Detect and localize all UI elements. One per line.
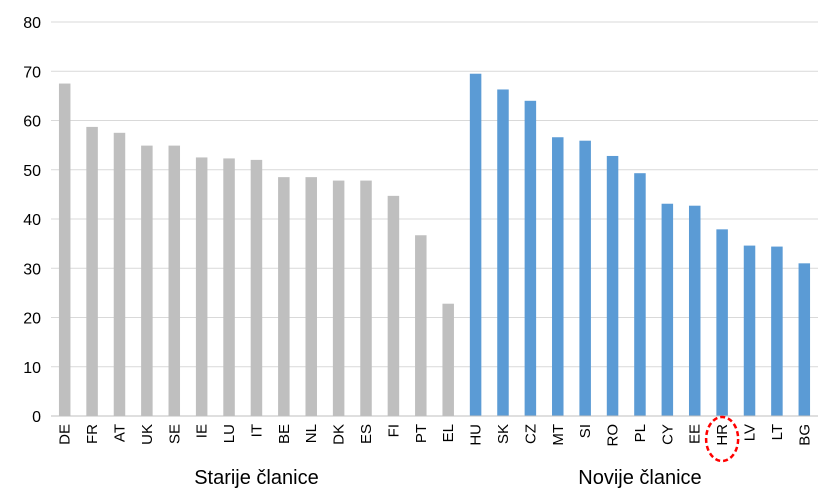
bar-it (250, 159, 263, 416)
bar-si (579, 140, 591, 416)
category-label: FI (385, 424, 402, 437)
category-label: IT (248, 424, 265, 437)
category-label: LV (742, 424, 759, 441)
category-label: IE (194, 424, 211, 438)
category-label: RO (605, 424, 622, 447)
bar-pt (415, 235, 427, 416)
bars (58, 73, 811, 417)
bar-ie (195, 157, 208, 416)
bar-sk (497, 89, 509, 416)
y-tick-label: 0 (32, 409, 41, 426)
bar-se (168, 145, 181, 416)
bar-nl (305, 177, 317, 416)
bar-ee (688, 205, 701, 416)
bar-bg (798, 263, 811, 416)
bar-fr (86, 126, 98, 416)
gridlines (51, 21, 818, 368)
category-label: DK (331, 424, 348, 445)
category-label: LT (769, 424, 786, 440)
category-label: UK (139, 424, 156, 445)
y-tick-label: 70 (23, 64, 41, 81)
group-label: Novije članice (578, 467, 701, 489)
group-labels: Starije članice Novije članice (194, 467, 701, 489)
y-axis-ticks: 0 10 20 30 40 50 60 70 80 (23, 15, 41, 426)
bar-dk (332, 180, 345, 416)
y-tick-label: 80 (23, 15, 41, 32)
group-label: Starije članice (194, 467, 319, 489)
category-label: CY (659, 424, 676, 445)
category-label: FR (84, 424, 101, 444)
bar-uk (141, 145, 153, 416)
category-label: SK (495, 424, 512, 444)
highlight-circle (704, 415, 740, 463)
category-label: DE (57, 424, 74, 445)
category-label: SE (166, 424, 183, 444)
highlight-marker (704, 415, 740, 463)
category-label: HR (714, 424, 731, 446)
bar-hr (716, 229, 728, 416)
bar-el (442, 303, 454, 416)
bar-mt (552, 137, 564, 416)
category-label: BE (276, 424, 293, 444)
category-label: HU (468, 424, 485, 446)
category-label: CZ (522, 424, 539, 444)
y-tick-label: 40 (23, 212, 41, 229)
bar-cy (661, 203, 674, 416)
category-label: MT (550, 424, 567, 446)
category-label: LU (221, 424, 238, 443)
category-label: EL (440, 424, 457, 442)
bar-de (58, 83, 71, 416)
bar-lu (223, 158, 235, 417)
y-tick-label: 10 (23, 360, 41, 377)
category-label: SI (577, 424, 594, 438)
category-label: PL (632, 424, 649, 442)
bar-fi (387, 195, 400, 416)
bar-cz (524, 100, 537, 417)
category-label: ES (358, 424, 375, 444)
bar-be (278, 177, 290, 416)
y-tick-label: 30 (23, 261, 41, 278)
category-label: AT (111, 424, 128, 442)
category-labels: DE FR AT UK SE IE LU IT BE NL DK ES FI PT EL HU SK CZ MT SI… (57, 424, 814, 447)
bar-pl (634, 173, 646, 416)
bar-hu (469, 73, 482, 417)
bar-es (360, 180, 372, 416)
y-tick-label: 50 (23, 163, 41, 180)
bar-lt (771, 246, 783, 416)
bar-at (113, 132, 126, 416)
y-tick-label: 20 (23, 311, 41, 328)
category-label: BG (796, 424, 813, 446)
category-label: EE (687, 424, 704, 444)
category-label: NL (303, 424, 320, 443)
category-label: PT (413, 424, 430, 443)
y-tick-label: 60 (23, 114, 41, 131)
bar-ro (606, 155, 619, 416)
bar-lv (743, 245, 756, 416)
